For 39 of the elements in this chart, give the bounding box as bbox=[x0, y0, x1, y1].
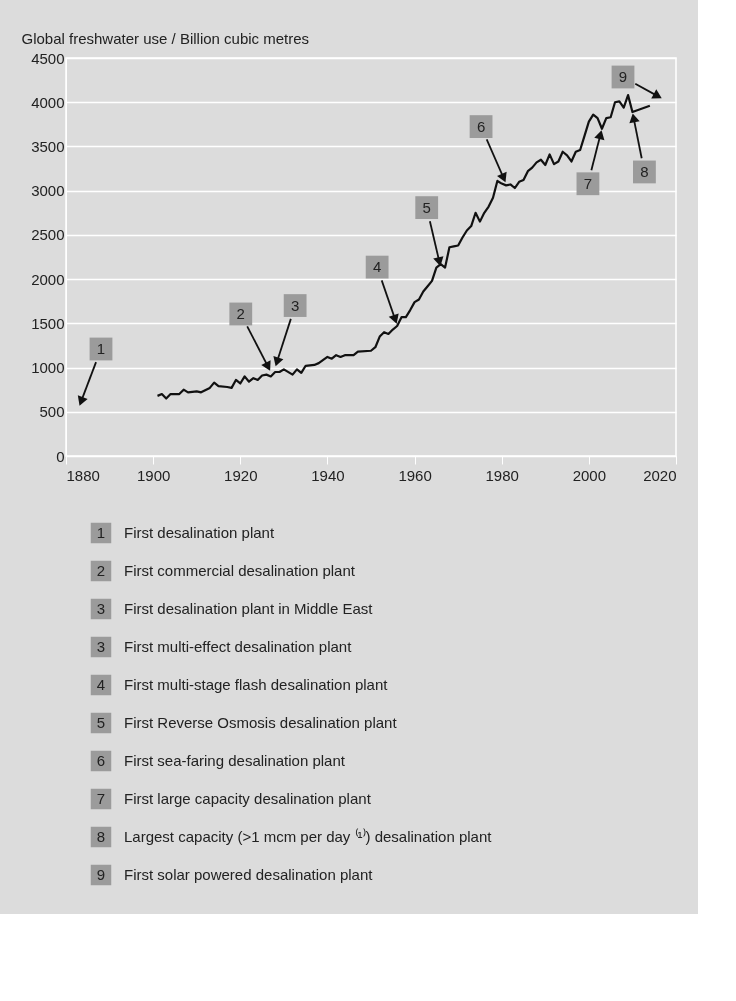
annotation: 5 bbox=[422, 198, 431, 216]
y-tick-label: 2000 bbox=[31, 270, 65, 288]
y-axis-title: Global freshwater use / Billion cubic metres bbox=[21, 29, 310, 47]
text: 6 First sea-faring desalination plant bbox=[96, 752, 345, 769]
text: 9 First solar powered desalination plant bbox=[96, 866, 373, 883]
text: 4 First multi-stage flash desalination plant bbox=[96, 676, 388, 693]
x-tick-label: 1960 bbox=[398, 466, 432, 484]
x-tick-label: 1980 bbox=[485, 466, 519, 484]
text: 7 First large capacity desalination plant bbox=[96, 790, 371, 807]
y-tick-label: 3000 bbox=[31, 182, 65, 200]
y-tick-label: 0 bbox=[56, 447, 65, 465]
annotation: 9 bbox=[618, 68, 628, 85]
x-tick-label: 1900 bbox=[136, 466, 171, 484]
x-tick-label: 1880 bbox=[66, 466, 100, 484]
y-tick-label: 2500 bbox=[31, 226, 65, 244]
x-tick-label: 1940 bbox=[311, 466, 345, 484]
text: 2 First commercial desalination plant bbox=[96, 562, 355, 579]
annotation: 6 bbox=[476, 117, 486, 135]
y-tick-label: 4000 bbox=[31, 93, 65, 111]
text: 3 First multi-effect desalination plant bbox=[96, 638, 352, 655]
annotation: 1 bbox=[96, 340, 106, 357]
annotation: 4 bbox=[372, 258, 382, 276]
x-tick-label: 1920 bbox=[224, 466, 258, 484]
line-series bbox=[156, 94, 651, 400]
annotation: 2 bbox=[236, 304, 245, 322]
text: 5 First Reverse Osmosis desalination plant bbox=[96, 714, 397, 731]
x-tick-label: 2020 bbox=[643, 466, 677, 484]
y-tick-label: 1500 bbox=[31, 314, 65, 332]
y-tick-label: 1000 bbox=[31, 359, 65, 377]
y-tick-label: 4500 bbox=[31, 49, 65, 67]
y-tick-label: 500 bbox=[39, 403, 65, 421]
y-tick-label: 3500 bbox=[31, 137, 65, 155]
text: 3 First desalination plant in Middle East bbox=[96, 600, 373, 617]
annotation: 3 bbox=[290, 296, 300, 314]
x-tick-label: 2000 bbox=[572, 466, 607, 484]
annotation: 8 bbox=[640, 162, 649, 180]
annotation: 7 bbox=[583, 174, 593, 192]
text: 8 Largest capacity (>1 mcm per day ⁽¹⁾) desalination plant bbox=[96, 828, 492, 845]
text: 1 First desalination plant bbox=[96, 524, 275, 541]
